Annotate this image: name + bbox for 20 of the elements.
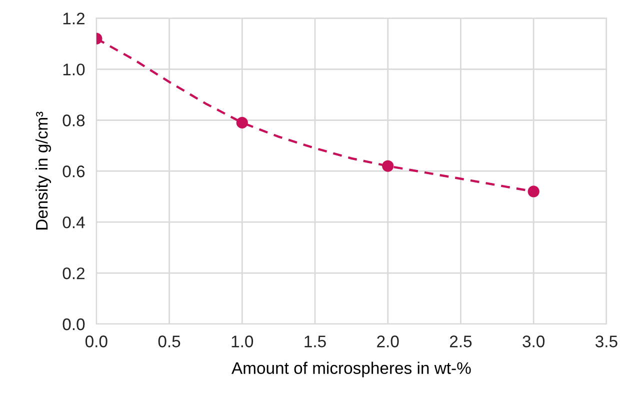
y-tick-label: 0.0	[62, 318, 85, 330]
y-tick-label: 1.2	[63, 12, 84, 24]
x-tick-label: 0.0	[85, 336, 108, 348]
x-tick-label: 1.5	[304, 336, 326, 348]
x-tick-label: 3.0	[522, 336, 545, 348]
point	[528, 186, 540, 198]
x-axis-title: Amount of microspheres in wt-%	[232, 362, 471, 378]
point	[382, 160, 394, 172]
x-tick-label: 2.0	[377, 336, 399, 348]
x-tick-label: 3.5	[596, 336, 618, 348]
y-tick-label: 0.2	[62, 267, 84, 280]
x-tick-label: 1.0	[232, 336, 254, 348]
y-tick-label: 0.6	[62, 166, 85, 178]
x-tick-label: 2.5	[450, 336, 472, 348]
y-tick-label: 1.0	[63, 64, 85, 76]
y-tick-label: 0.4	[62, 216, 85, 228]
x-tick-label: 0.5	[158, 336, 180, 348]
y-axis-title: Density in g/cm³	[35, 112, 52, 230]
y-tick-label: 0.8	[62, 114, 85, 126]
point	[236, 116, 248, 129]
